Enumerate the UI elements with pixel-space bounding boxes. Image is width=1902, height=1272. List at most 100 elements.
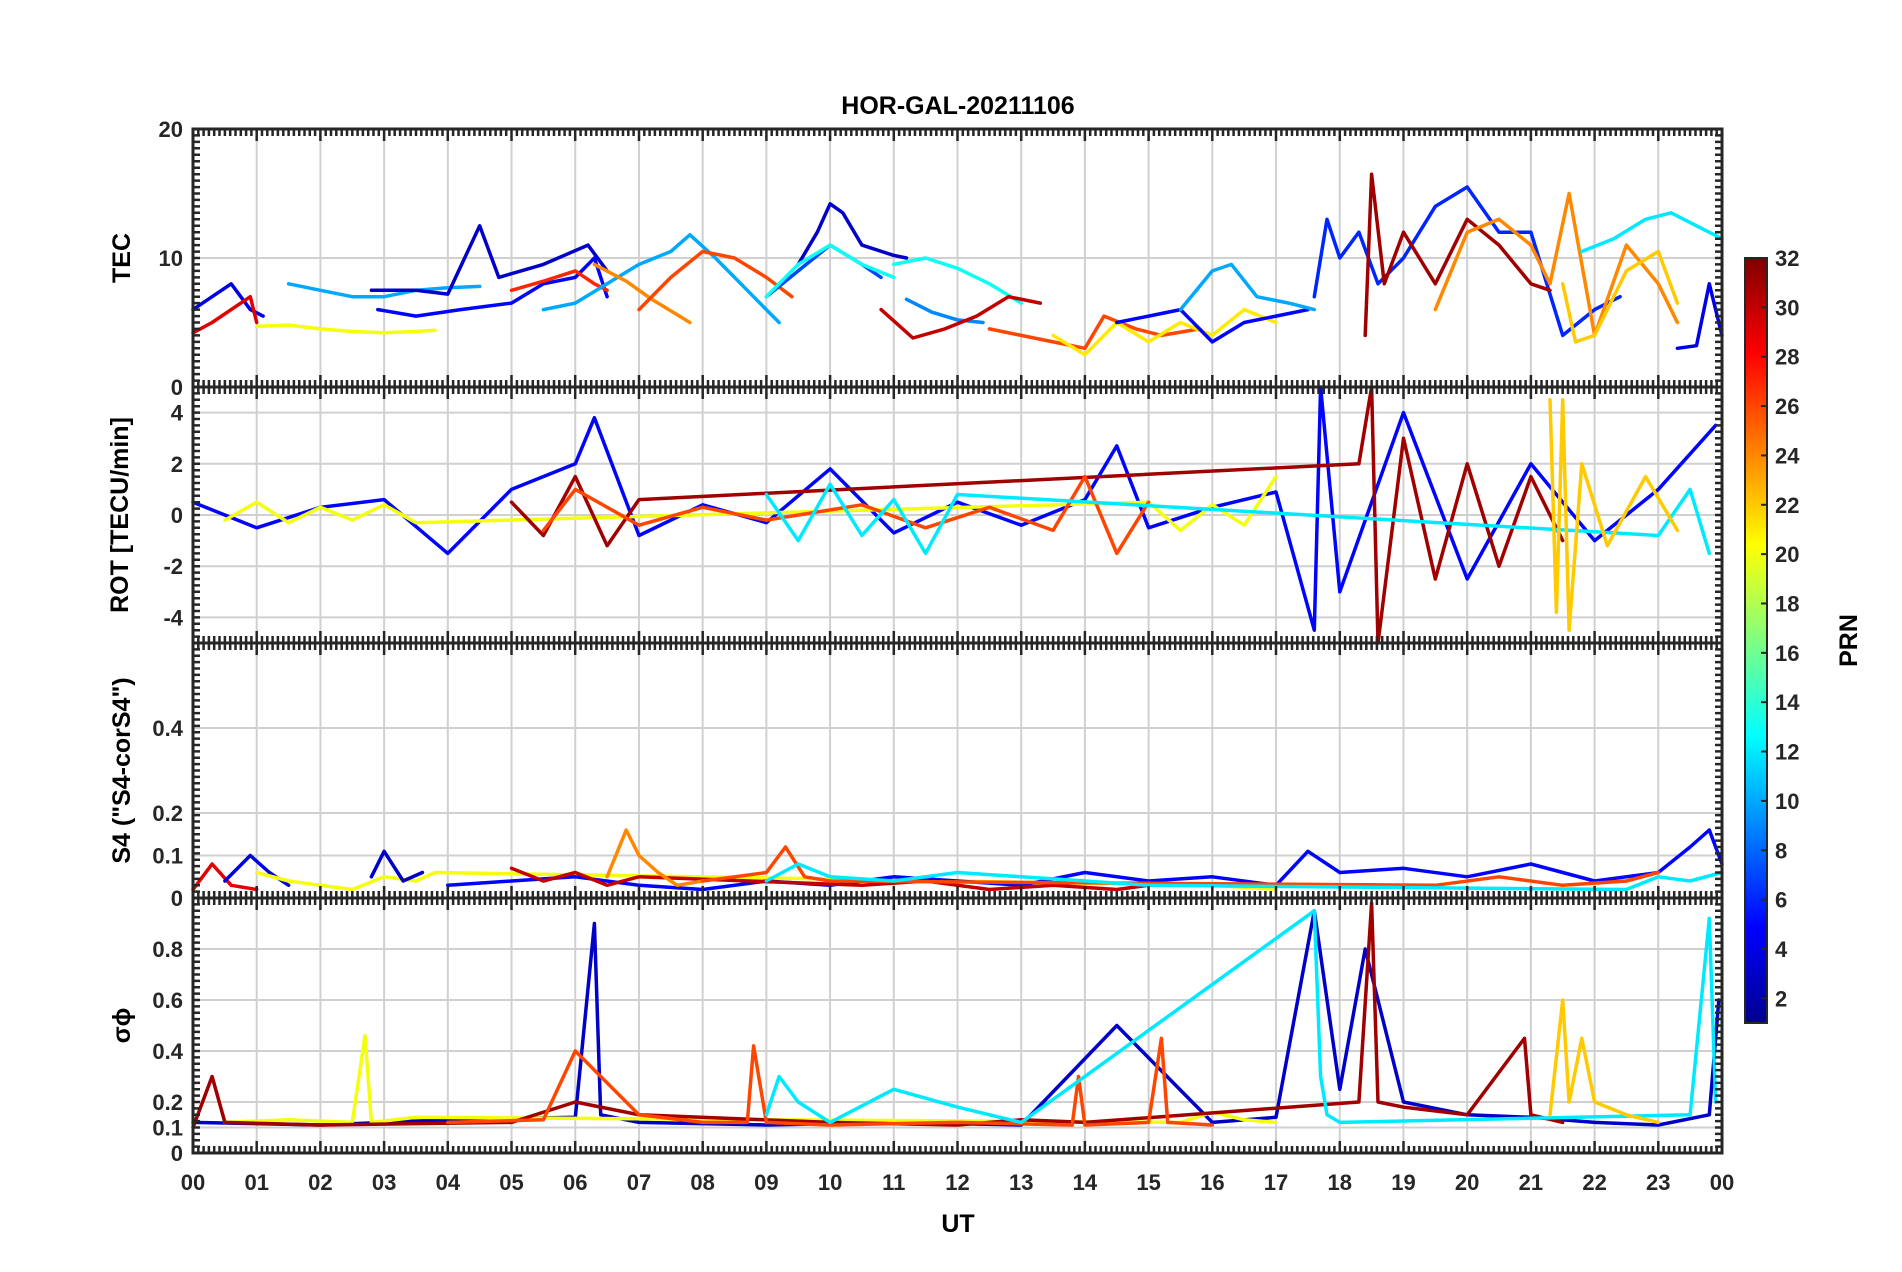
x-tick-label: 16 — [1200, 1170, 1224, 1195]
series-line-prn20-tec — [254, 323, 437, 335]
panel-ticks-sigma_phi — [191, 896, 1724, 1155]
series-line-prn12-s4 — [764, 862, 1724, 892]
colorbar-tick-label: 26 — [1775, 394, 1799, 419]
colorbar-tick-label: 10 — [1775, 789, 1799, 814]
y-tick-label: 0.4 — [152, 1039, 183, 1064]
x-tick-label: 07 — [627, 1170, 651, 1195]
series-line-prn21-tec — [1051, 307, 1278, 357]
colorbar-tick-label: 8 — [1775, 838, 1787, 863]
series-line-prn26-rot — [541, 474, 1151, 556]
colorbar-tick-label: 18 — [1775, 591, 1799, 616]
y-tick-label: 20 — [159, 117, 183, 142]
x-tick-label: 12 — [945, 1170, 969, 1195]
series-line-prn22-sigma_phi — [1548, 998, 1661, 1125]
x-tick-label: 08 — [690, 1170, 714, 1195]
chart-title: HOR-GAL-20211106 — [841, 92, 1074, 120]
series-line-prn13-tec — [892, 256, 1023, 305]
series-line-prn30-tec — [879, 294, 1043, 340]
series-line-prn6-tec — [1312, 185, 1622, 338]
x-tick-label: 22 — [1582, 1170, 1606, 1195]
colorbar-tick-label: 28 — [1775, 345, 1799, 370]
series-line-prn26-sigma_phi — [446, 1036, 1215, 1127]
y-tick-label: 0.1 — [152, 844, 183, 869]
series-line-prn13-tec — [764, 243, 896, 299]
series-line-prn20-sigma_phi — [223, 1033, 1278, 1125]
x-tick-label: 09 — [754, 1170, 778, 1195]
y-tick-label: 10 — [159, 246, 183, 271]
x-tick-label: 18 — [1328, 1170, 1352, 1195]
x-tick-label: 19 — [1391, 1170, 1415, 1195]
series-line-prn24-tec — [592, 262, 692, 325]
y-tick-label: 0 — [171, 375, 183, 400]
colorbar-tick-label: 32 — [1775, 246, 1799, 271]
x-tick-label: 06 — [563, 1170, 587, 1195]
y-axis-label-sigma_phi: σϕ — [108, 1008, 136, 1044]
x-tick-label: 03 — [372, 1170, 396, 1195]
x-tick-label: 21 — [1519, 1170, 1543, 1195]
colorbar-tick-label: 30 — [1775, 295, 1799, 320]
colorbar-tick-label: 4 — [1775, 937, 1788, 962]
series-line-prn29-s4 — [191, 862, 259, 892]
series-line-prn24-tec — [1433, 191, 1680, 338]
colorbar-tick-label: 12 — [1775, 740, 1799, 765]
series-line-prn3-s4 — [369, 849, 425, 883]
x-axis-label: UT — [941, 1210, 974, 1238]
colorbar-tick-label: 2 — [1775, 986, 1787, 1011]
series-line-prn26-s4 — [700, 845, 1661, 888]
x-tick-label: 11 — [882, 1170, 905, 1195]
series-line-prn5-tec — [1115, 307, 1310, 344]
series-line-prn10-tec — [286, 282, 482, 299]
series-line-prn5-rot — [191, 385, 1718, 632]
series-line-prn22-tec — [1560, 249, 1680, 344]
series-line-prn12-rot — [764, 482, 1712, 556]
series-line-prn5-s4 — [446, 828, 1724, 892]
x-tick-label: 10 — [818, 1170, 842, 1195]
x-tick-label: 05 — [499, 1170, 523, 1195]
x-tick-label: 00 — [1710, 1170, 1734, 1195]
colorbar-tick-label: 14 — [1775, 690, 1800, 715]
series-line-prn31-rot — [509, 385, 1565, 645]
x-tick-label: 13 — [1009, 1170, 1033, 1195]
series-line-prn27-tec — [509, 269, 609, 293]
y-axis-label-tec: TEC — [108, 233, 136, 283]
series-line-prn12-tec — [1580, 211, 1724, 254]
y-tick-label: 0.1 — [152, 1116, 183, 1141]
colorbar-gradient — [1744, 257, 1768, 1024]
y-tick-label: -4 — [163, 605, 183, 630]
series-line-prn3-tec — [796, 202, 909, 267]
series-line-prn31-sigma_phi — [191, 901, 1565, 1130]
x-tick-label: 04 — [436, 1170, 461, 1195]
y-tick-label: -2 — [163, 554, 183, 579]
series-line-prn24-s4 — [605, 828, 705, 888]
colorbar-tick-label: 20 — [1775, 542, 1799, 567]
y-tick-label: 2 — [171, 452, 183, 477]
y-tick-label: 0.2 — [152, 801, 183, 826]
x-tick-label: 20 — [1455, 1170, 1479, 1195]
y-tick-label: 0 — [171, 503, 183, 528]
y-tick-label: 0 — [171, 1141, 183, 1166]
y-tick-label: 0.8 — [152, 937, 183, 962]
y-axis-label-s4: S4 ("S4-corS4") — [108, 677, 136, 863]
panel-ticks-tec — [191, 127, 1724, 389]
series-line-prn22-rot — [1548, 398, 1680, 632]
series-line-prn10-tec — [1178, 262, 1317, 312]
colorbar-tick-label: 22 — [1775, 493, 1799, 518]
series-line-prn29-tec — [191, 294, 259, 335]
series-line-prn5-tec — [376, 256, 609, 318]
series-line-prn31-tec — [1363, 172, 1552, 338]
panel-ticks-s4 — [191, 641, 1724, 900]
x-tick-label: 14 — [1073, 1170, 1098, 1195]
series-line-prn3-tec — [369, 224, 609, 296]
series-line-prn26-tec — [987, 314, 1215, 351]
y-tick-label: 4 — [171, 401, 184, 426]
x-tick-label: 01 — [244, 1170, 268, 1195]
x-tick-label: 02 — [308, 1170, 332, 1195]
colorbar-tick-label: 6 — [1775, 888, 1787, 913]
y-tick-label: 0.6 — [152, 988, 183, 1013]
y-tick-label: 0 — [171, 886, 183, 911]
series-line-prn26-tec — [637, 249, 794, 312]
x-tick-label: 15 — [1136, 1170, 1160, 1195]
colorbar-tick-label: 24 — [1775, 443, 1800, 468]
